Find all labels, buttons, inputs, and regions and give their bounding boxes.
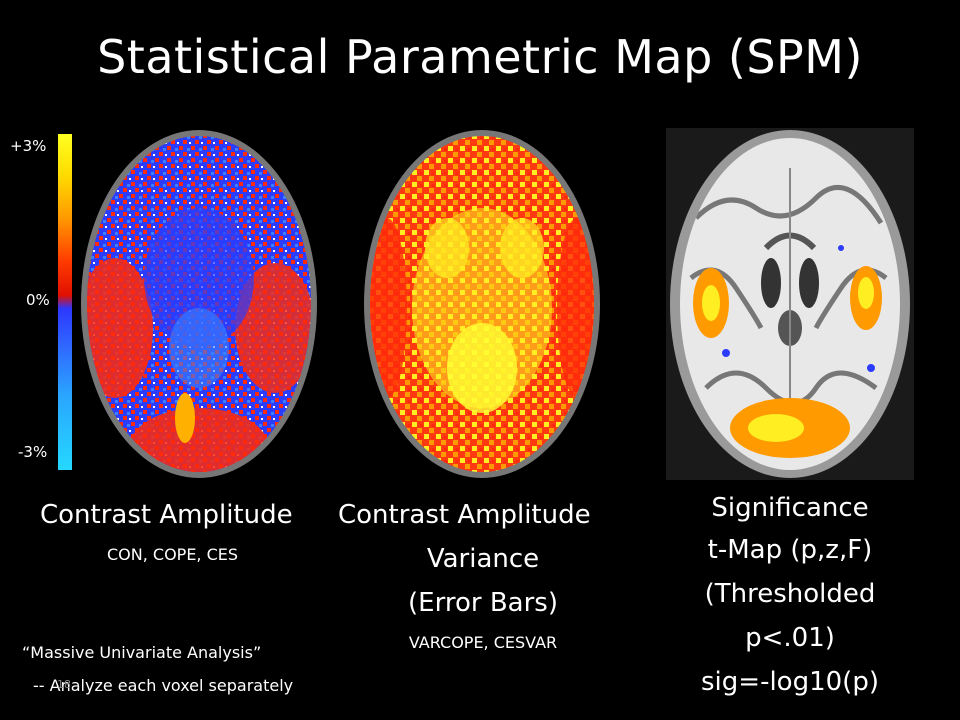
brain-slice-3 <box>666 128 914 480</box>
brain-significance-tmap-image <box>666 128 914 480</box>
panel-2-caption-line-1: Contrast Amplitude <box>338 500 591 530</box>
slide-number: 18 <box>57 678 71 691</box>
colorbar-mid-label: 0% <box>26 291 50 309</box>
panel-1-subcaption: CON, COPE, CES <box>107 545 239 564</box>
colorbar-top-label: +3% <box>10 137 47 155</box>
brain-slice-1 <box>81 130 317 478</box>
panel-3-caption-line-4: p<.01) <box>745 623 835 653</box>
note-massive-univariate: “Massive Univariate Analysis” <box>22 643 262 662</box>
colorbar-bottom-label: -3% <box>18 443 48 461</box>
brain-slice-2 <box>364 130 600 478</box>
panel-1-caption: Contrast Amplitude <box>40 500 293 530</box>
panel-3-caption-line-3: (Thresholded <box>704 579 876 609</box>
panel-3-caption-line-2: t-Map (p,z,F) <box>707 535 873 565</box>
panel-2-caption-line-2: Variance <box>426 544 540 574</box>
slide-title: Statistical Parametric Map (SPM) <box>97 30 863 84</box>
panel-2-caption-line-3: (Error Bars) <box>408 588 558 618</box>
brain-contrast-variance-image <box>357 128 607 480</box>
panel-2-subcaption: VARCOPE, CESVAR <box>408 633 558 652</box>
panel-3-caption-line-5: sig=-log10(p) <box>701 667 879 697</box>
brain-contrast-amplitude-image <box>75 128 323 480</box>
colorbar <box>58 134 72 470</box>
note-analyze-voxels: -- Analyze each voxel separately <box>33 676 294 695</box>
panel-3-caption-line-1: Significance <box>711 493 869 523</box>
